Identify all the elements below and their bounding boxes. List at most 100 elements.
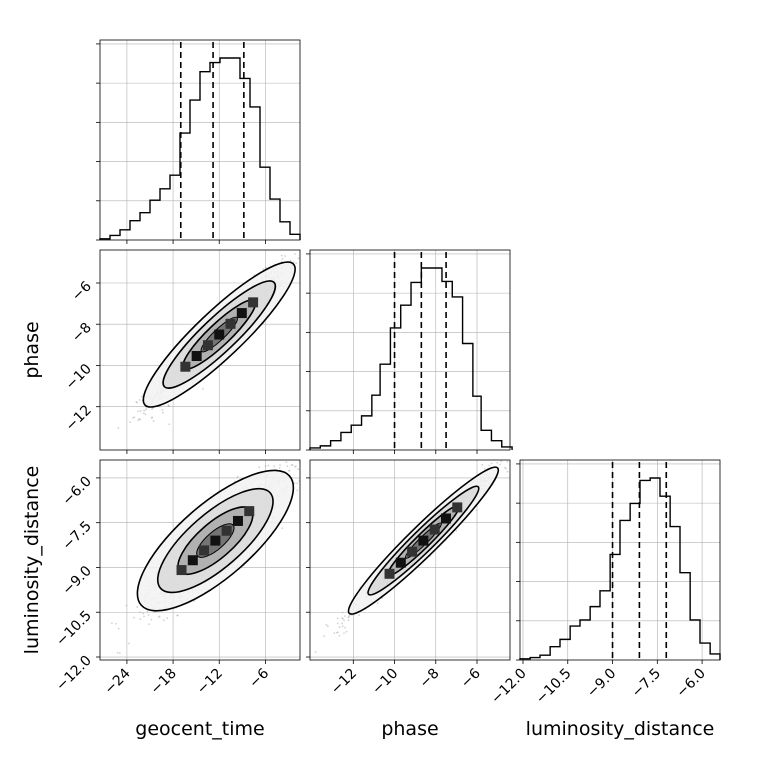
y-tick-label: −10.5 — [53, 608, 95, 650]
scatter-point — [143, 615, 145, 618]
scatter-point — [331, 403, 333, 405]
scatter-point — [139, 611, 142, 614]
scatter-point — [139, 418, 142, 421]
density-core-cell — [221, 525, 232, 536]
scatter-point — [111, 622, 113, 625]
density-core-cell — [395, 557, 406, 568]
scatter-point — [144, 413, 147, 416]
scatter-point — [343, 619, 345, 622]
y-axis-label-luminosity-distance: luminosity_distance — [21, 466, 43, 655]
scatter-point — [347, 619, 350, 622]
x-tick-label: −8 — [417, 666, 443, 692]
x-tick-label: −10.5 — [533, 666, 575, 708]
scatter-point — [129, 421, 131, 424]
scatter-point — [262, 268, 265, 271]
scatter-point — [338, 634, 341, 637]
scatter-point — [296, 489, 299, 492]
scatter-point — [505, 467, 507, 470]
scatter-point — [312, 246, 314, 248]
scatter-point — [115, 453, 117, 455]
scatter-point — [145, 406, 148, 409]
x-tick-label: −7.5 — [629, 666, 664, 701]
scatter-point — [308, 256, 310, 258]
scatter-point — [504, 466, 507, 469]
scatter-point — [136, 401, 138, 404]
scatter-point — [521, 441, 523, 443]
scatter-point — [150, 618, 153, 621]
y-tick-label: −8 — [69, 320, 95, 346]
scatter-point — [336, 617, 339, 620]
scatter-point — [326, 625, 329, 628]
scatter-point — [157, 616, 160, 618]
scatter-point — [296, 482, 299, 485]
scatter-point — [481, 463, 484, 466]
scatter-point — [295, 262, 298, 265]
panel-frame — [519, 459, 721, 661]
scatter-point — [201, 388, 204, 390]
scatter-point — [345, 630, 348, 633]
scatter-point — [338, 626, 341, 628]
scatter-point — [137, 410, 139, 413]
scatter-point — [290, 464, 293, 466]
scatter-point — [279, 464, 281, 467]
scatter-point — [88, 453, 90, 455]
scatter-point — [142, 612, 145, 615]
histogram-step — [99, 57, 301, 240]
x-tick-label: −12.0 — [488, 666, 530, 708]
scatter-point — [506, 470, 509, 473]
scatter-point — [152, 420, 155, 422]
panel-frame — [99, 39, 301, 241]
scatter-point — [507, 455, 509, 457]
scatter-point — [322, 231, 324, 233]
scatter-point — [337, 631, 339, 634]
scatter-point — [307, 460, 309, 462]
x-tick-label: −9.0 — [584, 666, 619, 701]
y-tick-label: −12 — [63, 402, 95, 434]
scatter-point — [286, 465, 289, 468]
scatter-point — [136, 606, 139, 608]
scatter-point — [292, 261, 295, 263]
scatter-point — [281, 257, 284, 260]
scatter-point — [343, 615, 346, 618]
scatter-point — [167, 404, 170, 406]
scatter-point — [151, 416, 153, 419]
scatter-point — [341, 617, 343, 619]
scatter-point — [475, 509, 478, 512]
scatter-point — [137, 419, 140, 422]
scatter-point — [258, 466, 261, 469]
scatter-point — [323, 635, 326, 638]
histogram-step — [519, 477, 721, 660]
scatter-point — [118, 652, 121, 654]
scatter-panel-luminosity-distance-vs-phase: −12 −10 −8 −6 — [306, 441, 523, 698]
panel-frame — [309, 459, 511, 661]
scatter-point — [135, 401, 138, 403]
scatter-point — [143, 409, 146, 412]
scatter-point — [146, 610, 149, 613]
scatter-point — [484, 468, 486, 470]
scatter-point — [278, 454, 280, 456]
x-tick-label: −18 — [148, 666, 180, 698]
scatter-point — [347, 616, 350, 619]
scatter-point — [343, 632, 345, 635]
scatter-point — [125, 604, 128, 607]
density-core-cell — [244, 506, 255, 517]
scatter-point — [294, 465, 296, 468]
scatter-point — [133, 616, 135, 619]
density-core-cell — [440, 513, 451, 524]
scatter-point — [280, 254, 283, 257]
scatter-point — [315, 228, 317, 230]
scatter-point — [142, 412, 145, 415]
x-tick-label: −10 — [369, 666, 401, 698]
scatter-point — [150, 417, 153, 419]
scatter-point — [281, 451, 283, 453]
scatter-point — [117, 627, 120, 630]
density-core-cell — [180, 361, 191, 372]
x-tick-label: −24 — [102, 665, 134, 697]
scatter-point — [304, 453, 306, 455]
scatter-point — [341, 611, 344, 614]
scatter-point — [295, 465, 297, 468]
scatter-point — [139, 618, 142, 620]
panel-frame — [99, 249, 301, 451]
scatter-point — [518, 443, 520, 445]
